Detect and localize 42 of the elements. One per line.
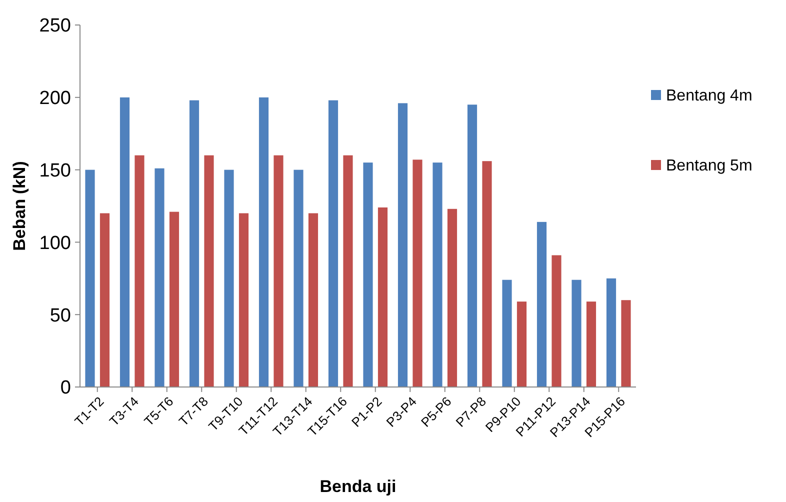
y-tick-label: 100 — [39, 232, 71, 254]
bar — [412, 160, 422, 387]
bar — [238, 213, 249, 387]
bar — [572, 280, 582, 387]
bar — [398, 103, 408, 387]
bar — [189, 100, 200, 387]
bar — [432, 162, 442, 387]
bar — [536, 222, 547, 387]
y-tick-label: 50 — [50, 305, 71, 326]
legend-label: Bentang 4m — [666, 88, 752, 105]
bar — [606, 278, 616, 387]
bar — [343, 155, 353, 387]
bar — [294, 170, 304, 387]
bar — [502, 280, 512, 387]
bar — [482, 161, 492, 387]
bar — [378, 207, 388, 387]
bar — [154, 168, 164, 387]
bar — [621, 300, 631, 387]
bar — [274, 155, 284, 387]
bar — [120, 97, 130, 387]
bar — [85, 170, 95, 387]
bar — [134, 155, 144, 387]
bar — [328, 100, 338, 387]
y-tick-label: 200 — [39, 88, 71, 110]
bar — [100, 213, 110, 387]
bar — [447, 208, 458, 387]
bar — [224, 170, 234, 387]
y-axis-title: Beban (kN) — [10, 161, 29, 251]
bar — [586, 302, 596, 387]
y-tick-label: 150 — [39, 160, 71, 182]
bar — [552, 255, 562, 387]
x-axis-title: Benda uji — [320, 477, 396, 496]
bar — [516, 302, 527, 387]
bar — [363, 162, 373, 387]
bar — [467, 104, 478, 387]
bar — [258, 97, 269, 387]
y-tick-label: 0 — [60, 378, 71, 399]
bar — [169, 212, 180, 387]
bar — [204, 155, 214, 387]
legend-label: Bentang 5m — [666, 158, 752, 175]
bar — [308, 213, 318, 387]
y-tick-label: 250 — [39, 16, 71, 37]
